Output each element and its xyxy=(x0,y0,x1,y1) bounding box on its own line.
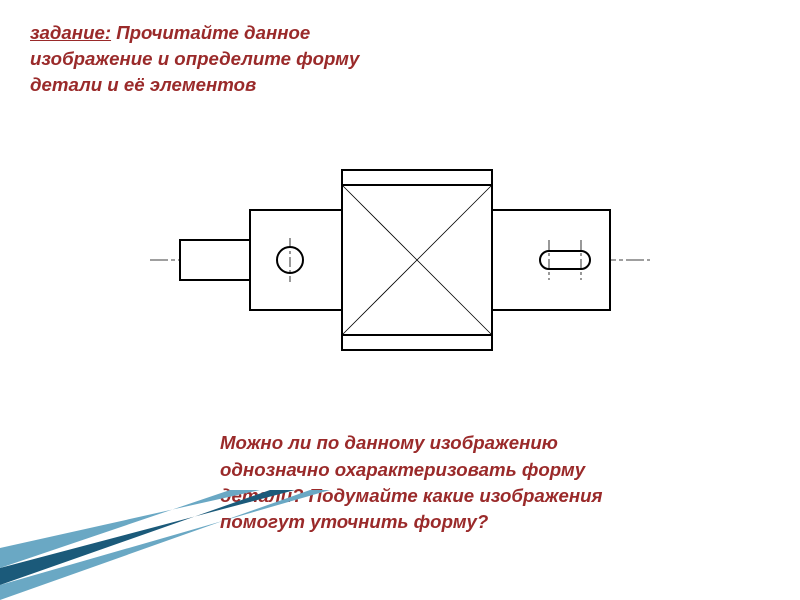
corner-decoration xyxy=(0,490,330,600)
task-label: задание: xyxy=(30,22,111,43)
engineering-drawing xyxy=(150,150,650,375)
task-header: задание: Прочитайте данное изображение и… xyxy=(30,20,430,98)
